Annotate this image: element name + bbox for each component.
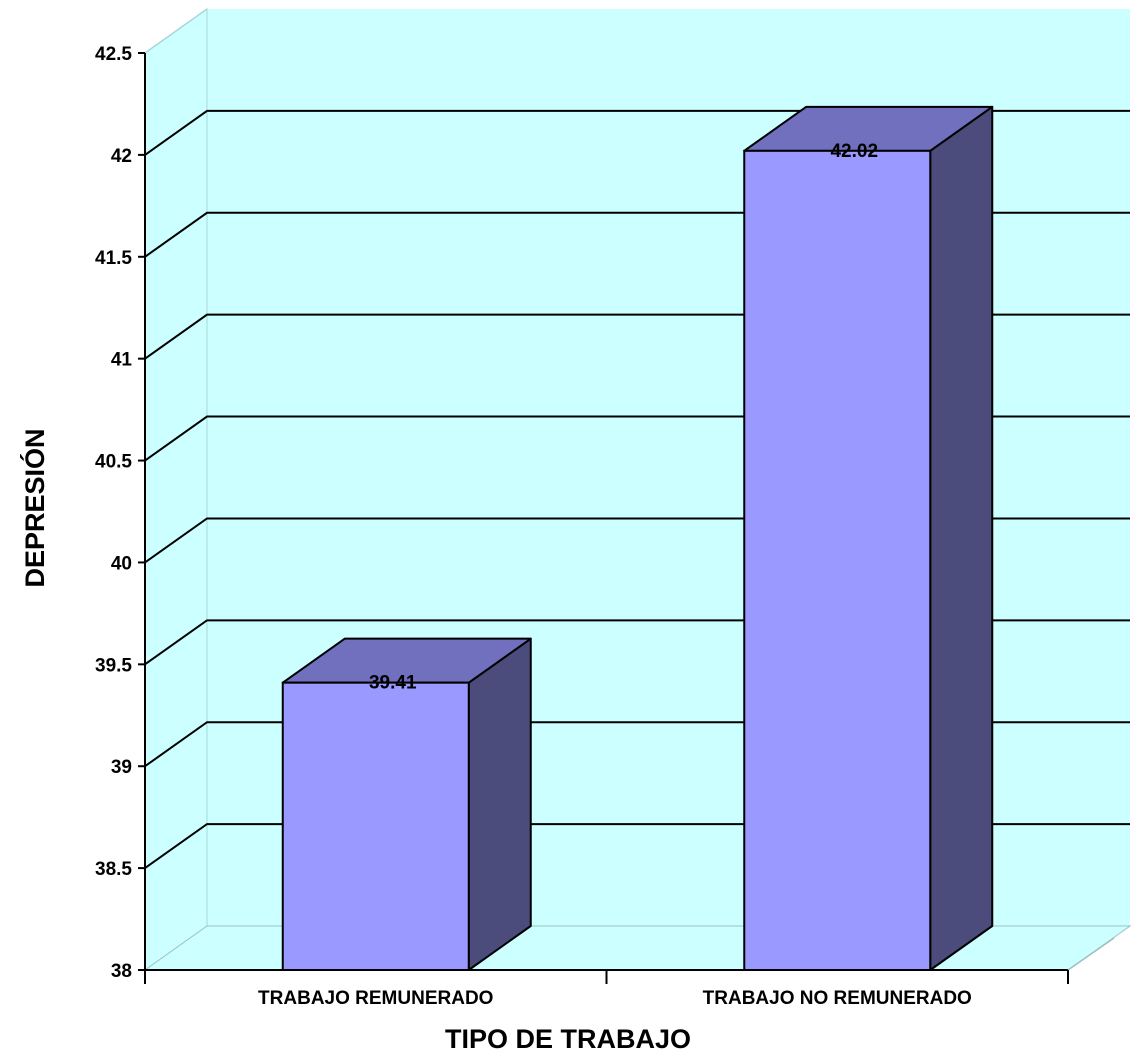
- bar-side: [467, 637, 532, 971]
- x-tick-label: TRABAJO REMUNERADO: [258, 988, 493, 1009]
- y-tick-label: 38.5: [95, 859, 132, 880]
- bar: [281, 681, 470, 971]
- bars: [281, 105, 994, 971]
- y-tick-label: 42: [111, 146, 132, 167]
- y-tick-label: 40.5: [95, 452, 132, 473]
- y-axis-title: DEPRESIÓN: [19, 428, 50, 587]
- y-tick-label: 40: [111, 553, 132, 574]
- data-labels: 39.41 42.02: [369, 141, 878, 694]
- x-tick-labels: TRABAJO REMUNERADO TRABAJO NO REMUNERADO: [258, 988, 972, 1009]
- y-tick-label: 41: [111, 350, 133, 371]
- floor-edge: [1067, 937, 1115, 971]
- data-label: 39.41: [369, 673, 417, 694]
- wall-top-edge: [144, 8, 208, 54]
- side-wall: [144, 8, 208, 971]
- bar: [743, 149, 932, 971]
- y-tick-label: 39.5: [95, 655, 132, 676]
- x-axis-title: TIPO DE TRABAJO: [445, 1024, 691, 1054]
- bar-side: [929, 105, 994, 971]
- y-tick-label: 41.5: [95, 248, 132, 269]
- data-label: 42.02: [830, 141, 878, 162]
- y-tick-label: 42.5: [95, 44, 132, 65]
- y-tick-label: 39: [111, 757, 132, 778]
- x-tick-label: TRABAJO NO REMUNERADO: [703, 988, 972, 1009]
- axes: [138, 52, 1115, 984]
- y-tick-label: 38: [111, 961, 132, 982]
- y-tick-labels: 38 38.5 39 39.5 40 40.5 41 41.5 42 42.5: [95, 44, 132, 982]
